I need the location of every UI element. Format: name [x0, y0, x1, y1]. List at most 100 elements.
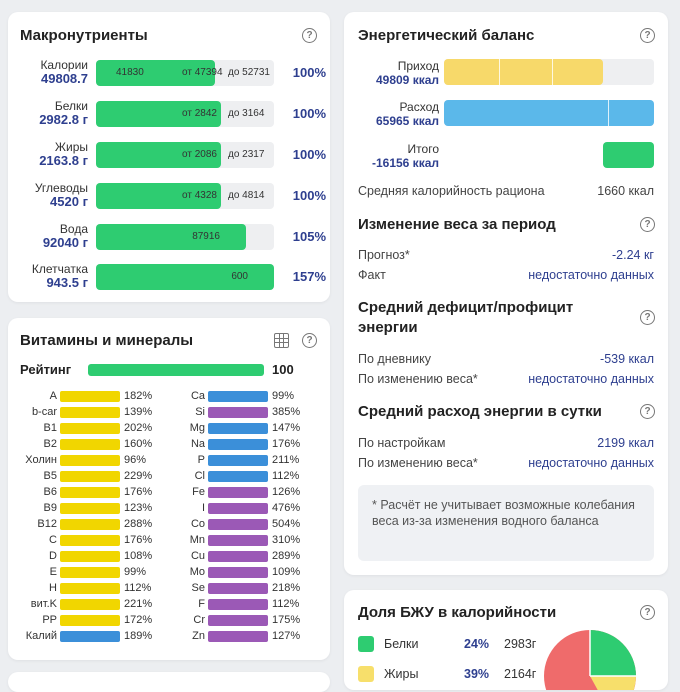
vitamin-percent: 112% [272, 470, 300, 482]
vitamin-bar [208, 519, 268, 530]
rating-value: 100 [272, 362, 294, 377]
macro-percent: 157% [292, 269, 326, 284]
macro-row: Жиры 2163.8 г от 2086 до 2317 100% [20, 140, 330, 170]
fat-legend-label: Жиры [384, 667, 419, 681]
vitamin-percent: 288% [124, 518, 153, 530]
macro-percent: 100% [292, 65, 326, 80]
daily-expense-title: Средний расход энергии в сутки [358, 403, 602, 420]
by-weight-value: недостаточно данных [528, 372, 654, 386]
macro-range-to: до 3164 [228, 108, 265, 119]
macro-bar: 41830 от 47394 до 52731 [96, 60, 274, 86]
macro-range-from: от 4328 [182, 190, 217, 201]
macro-bar: от 2086 до 2317 [96, 142, 274, 168]
table-icon[interactable] [274, 333, 289, 348]
macro-amount: 600 [231, 271, 248, 282]
help-icon[interactable]: ? [302, 333, 317, 348]
vitamin-name: Se [191, 582, 205, 594]
vitamin-name: Na [190, 438, 205, 450]
macro-name: Клетчатка [31, 262, 88, 276]
vitamin-bar [60, 455, 120, 466]
bju-pie-chart [544, 630, 636, 690]
vitamin-bar [60, 615, 120, 626]
vitamin-name: I [201, 502, 205, 514]
macro-row: Калории 49808.7 41830 от 47394 до 52731 100% [20, 58, 330, 88]
macro-bar: 600 [96, 264, 274, 290]
macro-percent: 100% [292, 188, 326, 203]
macro-range-to: до 52731 [228, 67, 270, 78]
vitamin-percent: 112% [124, 582, 152, 594]
vitamin-name: Zn [192, 630, 205, 642]
vitamin-percent: 109% [272, 566, 301, 578]
macro-amount: 41830 [116, 67, 144, 78]
vitamin-bar [60, 535, 120, 546]
vitamin-percent: 176% [124, 486, 153, 498]
help-icon[interactable]: ? [640, 605, 655, 620]
vitamin-bar [208, 455, 268, 466]
deficit-title: Средний дефицит/профицит энергии [358, 299, 574, 336]
vitamin-bar [60, 599, 120, 610]
vitamin-bar [208, 567, 268, 578]
macro-name: Калории [40, 58, 88, 72]
macronutrients-title: Макронутриенты [20, 27, 148, 44]
vitamin-name: Mn [189, 534, 205, 546]
vitamin-percent: 385% [272, 406, 301, 418]
vitamin-percent: 218% [272, 582, 301, 594]
vitamin-percent: 176% [124, 534, 153, 546]
help-icon[interactable]: ? [640, 310, 655, 325]
help-icon[interactable]: ? [302, 28, 317, 43]
bju-card: Доля БЖУ в калорийности ? Белки 24% 2983… [344, 590, 668, 690]
vitamin-name: Cl [194, 470, 205, 482]
vitamin-percent: 211% [272, 454, 300, 466]
macro-row: Углеводы 4520 г от 4328 до 4814 100% [20, 181, 330, 211]
vitamin-percent: 182% [124, 390, 153, 402]
vitamin-name: C [49, 534, 57, 546]
vitamin-percent: 229% [124, 470, 153, 482]
help-icon[interactable]: ? [640, 404, 655, 419]
vitamin-percent: 99% [272, 390, 295, 402]
vitamin-name: B12 [37, 518, 57, 530]
macronutrients-card: Макронутриенты ? Калории 49808.7 41830 от 4… [8, 12, 330, 302]
vitamin-name: H [49, 582, 57, 594]
macro-value: 49808.7 [41, 71, 88, 86]
vitamin-name: E [49, 566, 57, 578]
by-weight2-value: недостаточно данных [528, 456, 654, 470]
help-icon[interactable]: ? [640, 217, 655, 232]
vitamin-bar [208, 439, 268, 450]
bottom-left-card [8, 672, 330, 692]
vitamin-percent: 127% [272, 630, 301, 642]
vitamin-name: B9 [43, 502, 57, 514]
vitamin-name: P [197, 454, 205, 466]
expense-value: 65965 ккал [375, 114, 439, 128]
vitamin-percent: 175% [272, 614, 301, 626]
vitamin-name: b-car [31, 406, 57, 418]
help-icon[interactable]: ? [640, 28, 655, 43]
vitamin-bar [60, 487, 120, 498]
macro-name: Белки [54, 99, 88, 113]
macro-range-to: до 4814 [228, 190, 265, 201]
vitamin-percent: 126% [272, 486, 301, 498]
macro-value: 2163.8 г [39, 153, 88, 168]
weight-change-title: Изменение веса за период [358, 216, 556, 233]
vitamin-bar [60, 503, 120, 514]
vitamin-percent: 147% [272, 422, 301, 434]
income-label: Приход [397, 59, 439, 73]
energy-title: Энергетический баланс [358, 27, 535, 44]
energy-card: Энергетический баланс ? Приход 49809 кка… [344, 12, 668, 575]
macro-amount: 87916 [192, 231, 220, 242]
avg-calorie-label: Средняя калорийность рациона [358, 184, 545, 198]
vitamin-percent: 202% [124, 422, 153, 434]
macro-range-from: от 2842 [182, 108, 217, 119]
vitamin-name: D [49, 550, 57, 562]
protein-pct: 24% [464, 637, 490, 651]
macro-range-to: до 2317 [228, 149, 265, 160]
macro-percent: 100% [292, 106, 326, 121]
macro-name: Углеводы [34, 181, 88, 195]
macro-name: Жиры [54, 140, 88, 154]
vitamin-name: F [198, 598, 205, 610]
vitamin-bar [60, 471, 120, 482]
income-value: 49809 ккал [375, 73, 439, 87]
vitamin-percent: 96% [124, 454, 147, 466]
avg-calorie-value: 1660 ккал [597, 184, 654, 198]
macro-percent: 105% [292, 229, 326, 244]
vitamin-name: B2 [43, 438, 57, 450]
